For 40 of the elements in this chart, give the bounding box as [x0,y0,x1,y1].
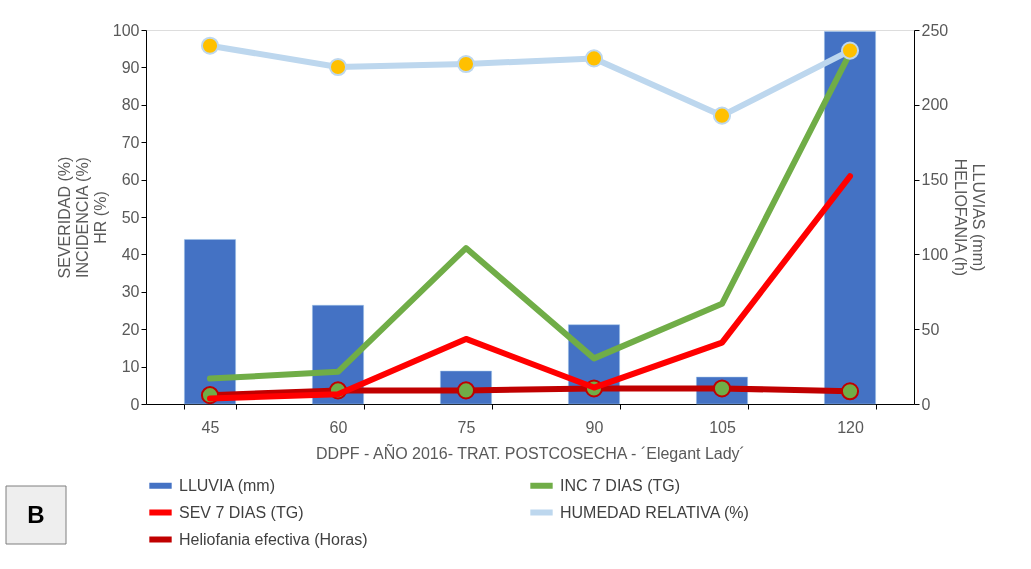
bar [184,239,236,405]
x-tick-label: 120 [837,418,864,436]
x-tick-label: 60 [329,418,348,436]
bar [824,31,876,405]
y-tick-label: 90 [121,58,140,76]
y-tick-label: 20 [121,320,140,338]
legend-label: Heliofania efectiva (Horas) [179,530,368,548]
y-tick-label: 0 [130,395,140,413]
point [712,106,732,125]
y2-tick-label: 50 [921,320,940,338]
y-tick-label: 70 [121,133,140,151]
point [840,41,860,60]
y2-axis-title: LLUVIAS (mm) HELIOFANIA (h) [952,158,988,277]
legend-label: SEV 7 DIAS (TG) [179,503,304,521]
y-tick-label: 10 [121,358,140,376]
y-axis-title: SEVERIDAD (%) INCIDENCIA (%) HR (%) [55,156,109,279]
y2-tick-label: 200 [921,96,949,114]
y-tick-label: 100 [112,21,140,39]
x-axis-title: DDPF - AÑO 2016- TRAT. POSTCOSECHA - ´Elegant Lady´ [316,442,745,462]
y-tick-label: 40 [121,245,140,263]
y2-tick-label: 0 [921,395,931,413]
legend-label: INC 7 DIAS (TG) [560,476,681,494]
y2-tick-label: 100 [921,245,949,263]
y2-tick-label: 150 [921,171,949,189]
x-tick-label: 45 [201,418,220,436]
y-tick-label: 50 [121,208,140,226]
y-tick-label: 30 [121,283,140,301]
x-tick-label: 105 [709,418,736,436]
x-tick-label: 75 [457,418,476,436]
point [456,54,476,74]
y2-tick-label: 250 [921,21,949,39]
text: B [27,501,45,528]
y-tick-label: 80 [121,96,140,114]
x-tick-label: 90 [585,418,604,436]
y-tick-label: 60 [121,171,140,189]
legend-label: HUMEDAD RELATIVA (%) [560,503,749,521]
point [328,57,348,77]
point [584,49,604,68]
point [200,36,220,55]
legend-label: LLUVIA (mm) [179,476,276,494]
